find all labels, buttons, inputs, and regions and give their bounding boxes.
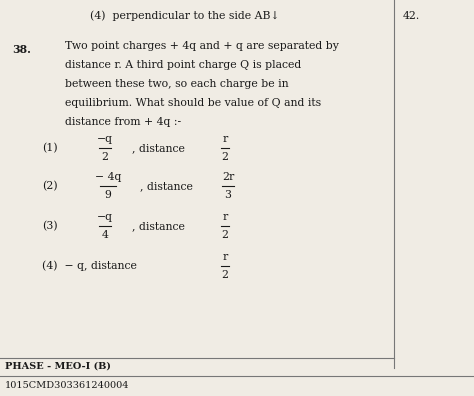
- Text: − 4q: − 4q: [95, 172, 121, 182]
- Text: r: r: [222, 134, 228, 144]
- Text: 2: 2: [101, 152, 109, 162]
- Text: (1): (1): [42, 143, 58, 153]
- Text: r: r: [222, 212, 228, 222]
- Text: 2: 2: [221, 270, 228, 280]
- Text: (4)  − q, distance: (4) − q, distance: [42, 261, 137, 271]
- Text: , distance: , distance: [132, 221, 185, 231]
- Text: equilibrium. What should be value of Q and its: equilibrium. What should be value of Q a…: [65, 98, 321, 108]
- Text: distance r. A third point charge Q is placed: distance r. A third point charge Q is pl…: [65, 60, 301, 70]
- Text: 1015CMD303361240004: 1015CMD303361240004: [5, 381, 129, 390]
- Text: (4)  perpendicular to the side AB↓: (4) perpendicular to the side AB↓: [90, 11, 280, 21]
- Text: 2r: 2r: [222, 172, 234, 182]
- Text: , distance: , distance: [140, 181, 193, 191]
- Text: 2: 2: [221, 152, 228, 162]
- Text: 3: 3: [225, 190, 231, 200]
- Text: PHASE - MEO-I (B): PHASE - MEO-I (B): [5, 362, 111, 371]
- Text: 4: 4: [101, 230, 109, 240]
- Text: 2: 2: [221, 230, 228, 240]
- Text: (3): (3): [42, 221, 58, 231]
- Text: between these two, so each charge be in: between these two, so each charge be in: [65, 79, 289, 89]
- Text: (2): (2): [42, 181, 58, 191]
- Text: r: r: [222, 252, 228, 262]
- Text: 9: 9: [105, 190, 111, 200]
- Text: 42.: 42.: [402, 11, 419, 21]
- Text: 38.: 38.: [12, 44, 31, 55]
- Text: distance from + 4q :-: distance from + 4q :-: [65, 117, 181, 127]
- Text: Two point charges + 4q and + q are separated by: Two point charges + 4q and + q are separ…: [65, 41, 339, 51]
- Text: −q: −q: [97, 212, 113, 222]
- Text: −q: −q: [97, 134, 113, 144]
- Text: , distance: , distance: [132, 143, 185, 153]
